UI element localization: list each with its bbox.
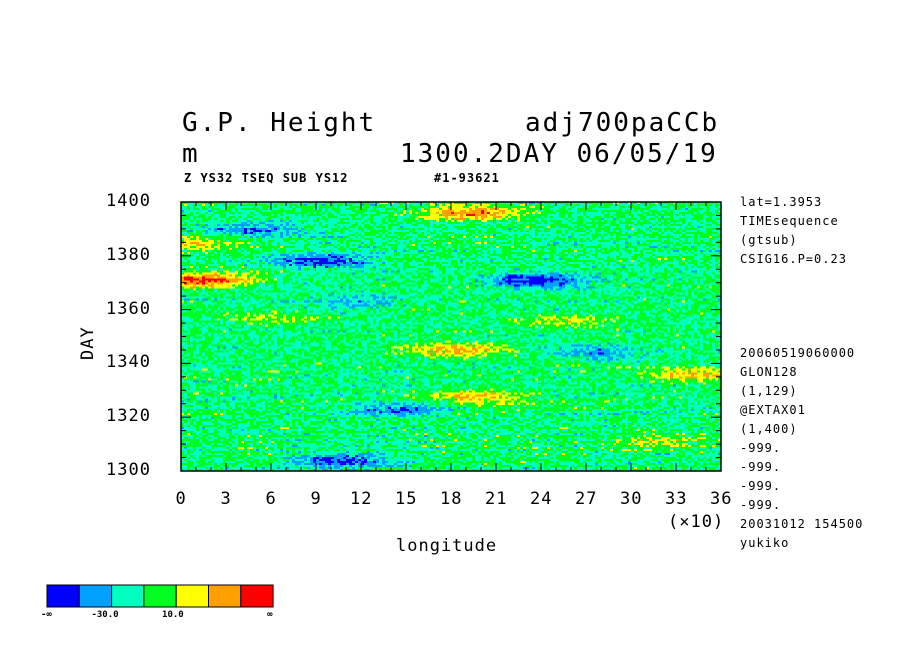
info-line: (1,400) (740, 422, 798, 436)
units-label: m (182, 139, 200, 169)
x-tick-label: 21 (485, 489, 508, 509)
x-tick-label: 15 (395, 489, 418, 509)
x-multiplier-label: (×10) (668, 512, 725, 532)
dataset-name: adj700paCCb (525, 108, 720, 138)
info-line: TIMEsequence (740, 214, 839, 228)
info-line: (gtsub) (740, 233, 798, 247)
y-tick-label: 1300 (106, 460, 151, 480)
y-tick-label: 1380 (106, 244, 151, 265)
x-tick-label: 24 (530, 489, 553, 509)
y-tick-label: 1340 (106, 352, 151, 373)
colorbar-label: 10.0 (162, 610, 184, 620)
chart-title: G.P. Height (182, 108, 377, 138)
colorbar-label: -30.0 (91, 610, 119, 620)
x-tick-label: 0 (175, 489, 187, 509)
colorbar-label: -∞ (41, 610, 52, 620)
colorbar-swatch (143, 584, 177, 608)
run-id: #1-93621 (434, 171, 500, 185)
colorbar-swatch (240, 584, 274, 608)
info-line: -999. (740, 460, 782, 474)
x-tick-label: 36 (710, 489, 733, 509)
info-line: lat=1.3953 (740, 195, 823, 209)
x-axis-title: longitude (396, 536, 498, 556)
heatmap-image (181, 202, 721, 471)
info-line: -999. (740, 441, 782, 455)
y-tick-label: 1360 (106, 298, 151, 319)
x-tick-label: 18 (440, 489, 463, 509)
variable-subtitle: Z YS32 TSEQ SUB YS12 (184, 171, 349, 185)
y-tick-label: 1320 (106, 406, 151, 427)
colorbar-swatch (175, 584, 209, 608)
info-line: @EXTAX01 (740, 403, 806, 417)
colorbar (46, 584, 274, 608)
info-line: -999. (740, 498, 782, 512)
info-line: 20031012 154500 (740, 517, 864, 531)
x-tick-label: 3 (220, 489, 232, 509)
y-tick-label: 1400 (106, 191, 151, 211)
info-line: 20060519060000 (740, 346, 856, 360)
colorbar-label: ∞ (267, 610, 273, 620)
info-line: (1,129) (740, 384, 798, 398)
y-axis-title: DAY (78, 326, 98, 360)
x-tick-label: 33 (665, 489, 688, 509)
x-tick-label: 12 (350, 489, 373, 509)
x-tick-label: 9 (310, 489, 322, 509)
info-line: yukiko (740, 536, 790, 550)
colorbar-swatch (78, 584, 113, 608)
x-tick-label: 27 (575, 489, 598, 509)
info-line: GLON128 (740, 365, 798, 379)
colorbar-swatch (111, 584, 145, 608)
colorbar-swatch (208, 584, 242, 608)
heatmap-field (181, 202, 721, 471)
colorbar-swatch (46, 584, 80, 608)
x-tick-label: 6 (265, 489, 277, 509)
info-line: CSIG16.P=0.23 (740, 252, 847, 266)
date-label: 1300.2DAY 06/05/19 (400, 139, 718, 169)
axis-ticks (180, 201, 722, 472)
info-line: -999. (740, 479, 782, 493)
x-tick-label: 30 (620, 489, 643, 509)
